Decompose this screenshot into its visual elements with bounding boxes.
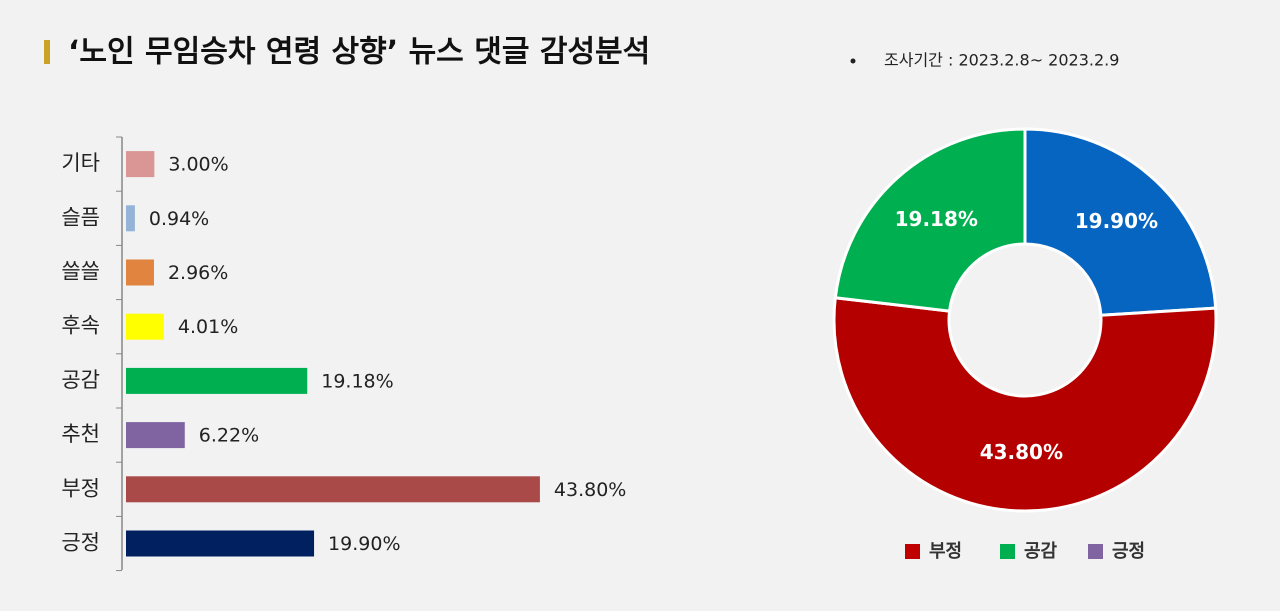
donut-slice xyxy=(832,296,1218,513)
title-marker xyxy=(44,40,50,64)
bullet xyxy=(850,58,856,64)
bar xyxy=(126,205,135,232)
value-label: 0.94% xyxy=(149,208,209,230)
legend-swatch xyxy=(1000,544,1015,559)
legend-swatch xyxy=(905,544,920,559)
legend-label: 긍정 xyxy=(1112,541,1145,562)
period: 조사기간 : 2023.2.8~ 2023.2.9 xyxy=(884,51,1119,70)
donut-slice xyxy=(833,127,1027,313)
category-label: 쓸쓸 xyxy=(61,260,100,284)
bar xyxy=(126,259,154,286)
slice-label: 19.18% xyxy=(895,207,978,231)
value-label: 43.80% xyxy=(554,479,626,501)
bar xyxy=(126,313,164,340)
legend-swatch xyxy=(1088,544,1103,559)
bar xyxy=(126,476,540,503)
donut-slice xyxy=(1023,127,1218,317)
category-label: 추천 xyxy=(61,422,100,446)
bar xyxy=(126,151,155,178)
category-label: 부정 xyxy=(61,476,100,500)
value-label: 19.90% xyxy=(328,533,400,555)
value-label: 3.00% xyxy=(168,154,228,176)
category-label: 후속 xyxy=(61,314,100,338)
category-label: 기타 xyxy=(61,151,100,175)
value-label: 6.22% xyxy=(199,425,259,447)
category-label: 슬픔 xyxy=(61,205,100,229)
value-label: 2.96% xyxy=(168,262,228,284)
category-label: 긍정 xyxy=(61,531,100,555)
title: ‘노인 무임승차 연령 상향’ 뉴스 댓글 감성분석 xyxy=(68,35,650,70)
value-label: 4.01% xyxy=(178,316,238,338)
category-label: 공감 xyxy=(61,368,100,392)
slice-label: 19.90% xyxy=(1075,209,1158,233)
slice-label: 43.80% xyxy=(980,440,1063,464)
legend-label: 공감 xyxy=(1024,541,1058,562)
bar xyxy=(126,422,185,449)
legend-label: 부정 xyxy=(929,541,962,562)
bar xyxy=(126,367,308,394)
bar xyxy=(126,530,315,557)
value-label: 19.18% xyxy=(321,370,393,392)
